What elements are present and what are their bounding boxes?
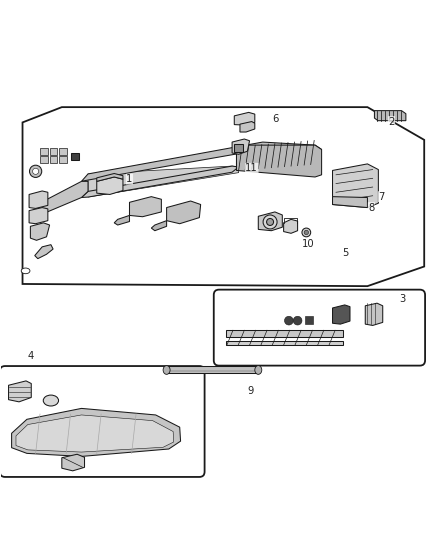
Polygon shape <box>29 191 48 208</box>
Text: 9: 9 <box>247 386 254 396</box>
Polygon shape <box>166 370 258 372</box>
Bar <box>49 156 57 163</box>
Polygon shape <box>35 245 53 259</box>
Circle shape <box>29 165 42 177</box>
Bar <box>59 156 67 163</box>
Polygon shape <box>97 174 123 181</box>
Text: 10: 10 <box>302 239 315 249</box>
Circle shape <box>293 316 302 325</box>
Polygon shape <box>237 145 321 177</box>
Circle shape <box>304 230 308 235</box>
Polygon shape <box>374 111 406 120</box>
Polygon shape <box>332 164 378 207</box>
Polygon shape <box>258 212 283 231</box>
Polygon shape <box>166 366 258 374</box>
Circle shape <box>267 219 274 225</box>
Polygon shape <box>62 454 85 471</box>
Text: 6: 6 <box>272 114 279 124</box>
Bar <box>305 316 313 324</box>
Polygon shape <box>97 177 123 195</box>
Bar <box>226 330 343 337</box>
Polygon shape <box>9 381 31 402</box>
Ellipse shape <box>21 268 30 274</box>
Polygon shape <box>365 303 383 326</box>
Text: 8: 8 <box>368 203 374 213</box>
Text: 3: 3 <box>399 294 406 304</box>
Text: 5: 5 <box>343 247 349 257</box>
Polygon shape <box>30 223 49 240</box>
Polygon shape <box>81 166 239 198</box>
Circle shape <box>302 228 311 237</box>
Bar <box>40 148 48 155</box>
Polygon shape <box>240 122 255 132</box>
Polygon shape <box>332 305 350 324</box>
Polygon shape <box>166 201 201 224</box>
Bar <box>49 148 57 155</box>
Circle shape <box>285 316 293 325</box>
Polygon shape <box>234 112 255 125</box>
Bar <box>234 144 244 152</box>
Polygon shape <box>284 220 297 233</box>
Polygon shape <box>16 415 173 452</box>
Polygon shape <box>151 221 166 231</box>
Polygon shape <box>36 181 88 214</box>
Bar <box>226 341 343 345</box>
Polygon shape <box>232 139 250 154</box>
Text: 4: 4 <box>27 351 34 361</box>
Polygon shape <box>29 207 48 224</box>
Ellipse shape <box>255 366 262 374</box>
Circle shape <box>32 168 39 174</box>
Bar <box>71 152 79 159</box>
Polygon shape <box>88 166 239 197</box>
Text: 11: 11 <box>245 163 258 173</box>
Polygon shape <box>12 408 180 456</box>
Polygon shape <box>130 197 161 217</box>
Ellipse shape <box>43 395 59 406</box>
Circle shape <box>263 215 277 229</box>
Polygon shape <box>114 215 130 225</box>
Bar <box>40 156 48 163</box>
Bar <box>59 148 67 155</box>
Ellipse shape <box>163 366 170 374</box>
Polygon shape <box>332 197 367 207</box>
Text: 2: 2 <box>388 117 395 126</box>
Polygon shape <box>81 142 321 181</box>
Text: 7: 7 <box>378 192 385 201</box>
Text: 1: 1 <box>126 174 133 184</box>
